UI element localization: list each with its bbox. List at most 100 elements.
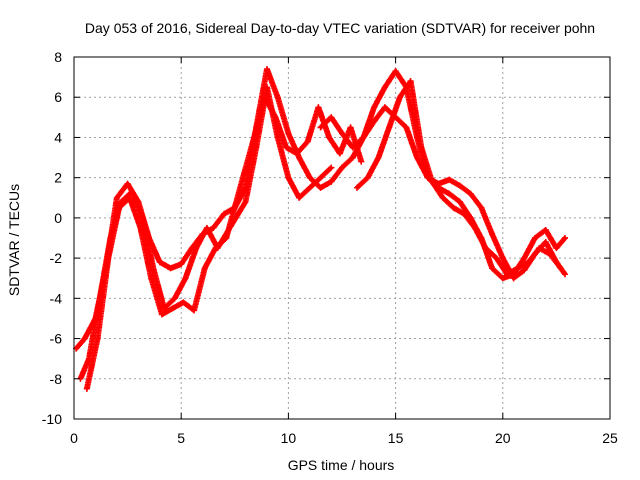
- data-point: [531, 235, 538, 241]
- y-tick-label: -4: [50, 290, 63, 306]
- data-point: [328, 178, 335, 185]
- data-point: [148, 275, 155, 282]
- data-point: [94, 335, 101, 342]
- data-point: [392, 114, 399, 121]
- data-point: [261, 94, 268, 101]
- data-point: [285, 130, 292, 137]
- data-point: [414, 154, 421, 161]
- series-markers: [77, 84, 335, 382]
- y-tick-label: -2: [50, 250, 63, 266]
- data-point: [396, 94, 403, 101]
- data-point: [493, 255, 500, 262]
- chart-title: Day 053 of 2016, Sidereal Day-to-day VTE…: [85, 20, 595, 36]
- x-tick-label: 25: [602, 430, 618, 446]
- series-track-b: [77, 84, 335, 382]
- data-point: [349, 154, 356, 161]
- data-point: [285, 174, 292, 181]
- data-point: [212, 245, 219, 252]
- x-axis-label: GPS time / hours: [288, 457, 395, 473]
- data-point: [435, 180, 442, 187]
- data-point: [407, 78, 414, 85]
- data-point: [403, 124, 410, 131]
- data-point: [178, 261, 185, 268]
- data-point: [272, 114, 279, 121]
- x-tick-label: 0: [70, 430, 78, 446]
- data-point: [317, 184, 324, 191]
- data-point: [253, 144, 260, 151]
- y-tick-label: -10: [42, 411, 62, 427]
- data-point: [180, 299, 187, 306]
- data-point: [446, 190, 453, 197]
- data-point: [521, 267, 528, 274]
- data-point: [182, 275, 189, 282]
- data-point: [296, 154, 303, 161]
- data-point: [418, 144, 425, 151]
- data-point: [293, 150, 300, 157]
- data-point: [169, 305, 176, 312]
- data-point: [317, 124, 324, 131]
- data-point: [489, 265, 496, 272]
- data-point: [317, 174, 324, 181]
- data-point: [203, 224, 210, 231]
- data-point: [364, 174, 371, 181]
- data-point: [381, 104, 388, 111]
- data-point: [81, 335, 88, 342]
- data-point: [371, 118, 378, 125]
- data-point: [482, 245, 489, 252]
- series-markers: [73, 66, 356, 352]
- data-point: [531, 251, 538, 258]
- data-point: [456, 182, 463, 189]
- data-point: [304, 138, 311, 145]
- series-markers: [349, 68, 568, 282]
- data-point: [358, 158, 365, 165]
- data-point: [561, 235, 568, 241]
- data-point: [167, 265, 174, 272]
- y-tick-label: 6: [54, 89, 62, 105]
- series-track-a: [73, 66, 356, 352]
- data-point: [306, 174, 313, 181]
- y-tick-label: -6: [50, 331, 63, 347]
- y-axis-label: SDTVAR / TECUs: [6, 184, 22, 296]
- data-point: [328, 164, 335, 171]
- data-point: [461, 210, 468, 217]
- data-point: [450, 204, 457, 211]
- data-point: [158, 311, 165, 318]
- data-point: [336, 150, 343, 157]
- series-track-f: [317, 104, 568, 282]
- data-point: [210, 224, 217, 231]
- data-point: [191, 307, 198, 314]
- data-point: [274, 134, 281, 141]
- data-point: [221, 210, 228, 217]
- data-point: [137, 224, 144, 231]
- grid-layer: [74, 57, 610, 419]
- data-point: [328, 114, 335, 121]
- data-point: [306, 184, 313, 191]
- data-point: [467, 190, 474, 197]
- x-tick-label: 10: [281, 430, 297, 446]
- data-point: [347, 124, 354, 131]
- data-point: [315, 104, 322, 111]
- data-point: [521, 255, 528, 262]
- series-track-c: [83, 94, 365, 392]
- series-markers: [83, 94, 365, 392]
- data-point: [553, 259, 560, 266]
- plot-frame: [73, 56, 611, 420]
- data-point: [371, 104, 378, 111]
- data-point: [128, 188, 135, 195]
- data-point: [553, 245, 560, 252]
- data-point: [223, 235, 230, 241]
- data-point: [339, 164, 345, 171]
- data-point: [542, 226, 549, 233]
- data-point: [193, 245, 200, 252]
- ticks-layer: 0 5 10 15 20 25 -10 -8 -6 -4 -2 0 2 4 6 8: [42, 49, 618, 446]
- data-point: [126, 194, 133, 201]
- y-tick-label: -8: [50, 371, 63, 387]
- x-tick-label: 5: [177, 430, 185, 446]
- y-tick-label: 8: [54, 49, 62, 65]
- data-point: [471, 224, 478, 231]
- data-point: [242, 198, 249, 205]
- data-point: [139, 214, 146, 221]
- data-point: [424, 174, 431, 181]
- y-tick-label: 2: [54, 170, 62, 186]
- data-point: [446, 176, 453, 183]
